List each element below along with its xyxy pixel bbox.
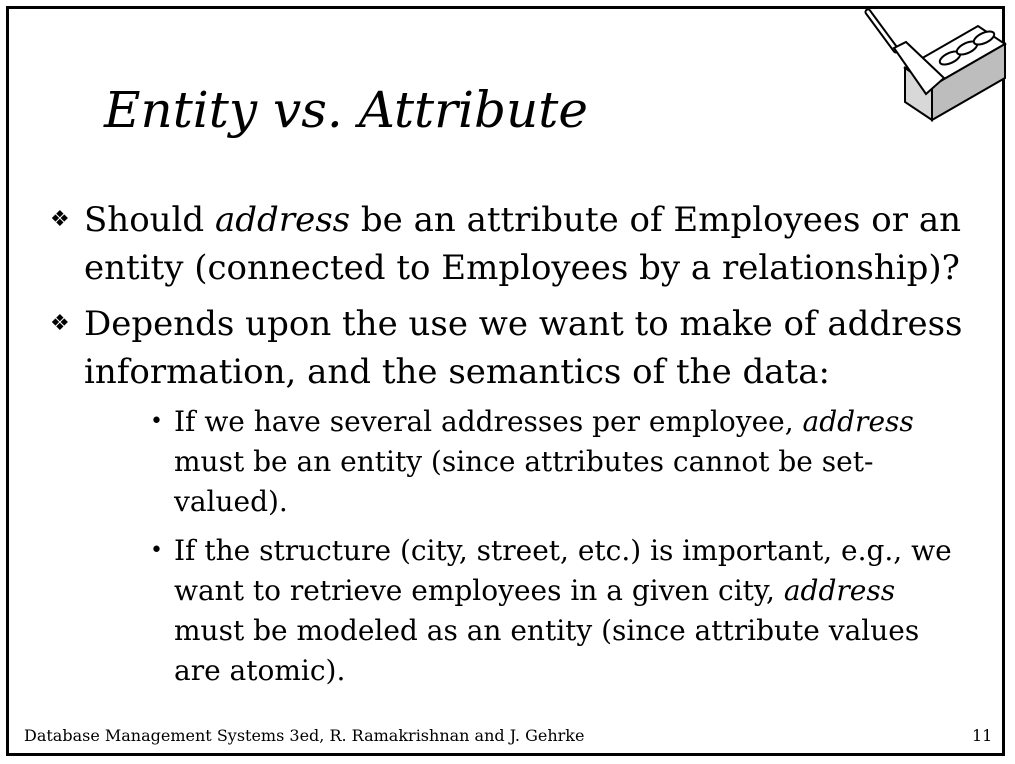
dot-bullet-icon: • (150, 538, 163, 563)
bullet-line: Should address be an attribute of Employ… (84, 200, 961, 240)
bullet-item: ❖ Should address be an attribute of Empl… (50, 196, 984, 292)
slide-footer: Database Management Systems 3ed, R. Rama… (24, 726, 585, 745)
bullet-line: Depends upon the use we want to make of … (84, 304, 963, 344)
sub-bullet-item: • If the structure (city, street, etc.) … (150, 531, 974, 691)
sub-bullet-line: If we have several addresses per employe… (174, 405, 914, 438)
dot-bullet-icon: • (150, 409, 163, 434)
diamond-bullet-icon: ❖ (50, 207, 70, 232)
sub-bullet-line: must be modeled as an entity (since attr… (174, 614, 920, 647)
bullet-line: entity (connected to Employees by a rela… (84, 248, 960, 288)
sub-bullet-item: • If we have several addresses per emplo… (150, 402, 974, 522)
bullet-item: ❖ Depends upon the use we want to make o… (50, 300, 984, 396)
slide-frame (6, 6, 1005, 756)
bullet-line: information, and the semantics of the da… (84, 352, 830, 392)
sub-bullet-line: valued). (174, 485, 288, 518)
page-number: 11 (972, 726, 993, 745)
sub-bullet-line: must be an entity (since attributes cann… (174, 445, 874, 478)
diamond-bullet-icon: ❖ (50, 311, 70, 336)
sub-bullet-line: If the structure (city, street, etc.) is… (174, 534, 952, 567)
sub-bullet-line: are atomic). (174, 654, 346, 687)
brick-trowel-icon (864, 8, 1007, 122)
sub-bullet-line: want to retrieve employees in a given ci… (174, 574, 896, 607)
slide-title: Entity vs. Attribute (104, 81, 588, 139)
